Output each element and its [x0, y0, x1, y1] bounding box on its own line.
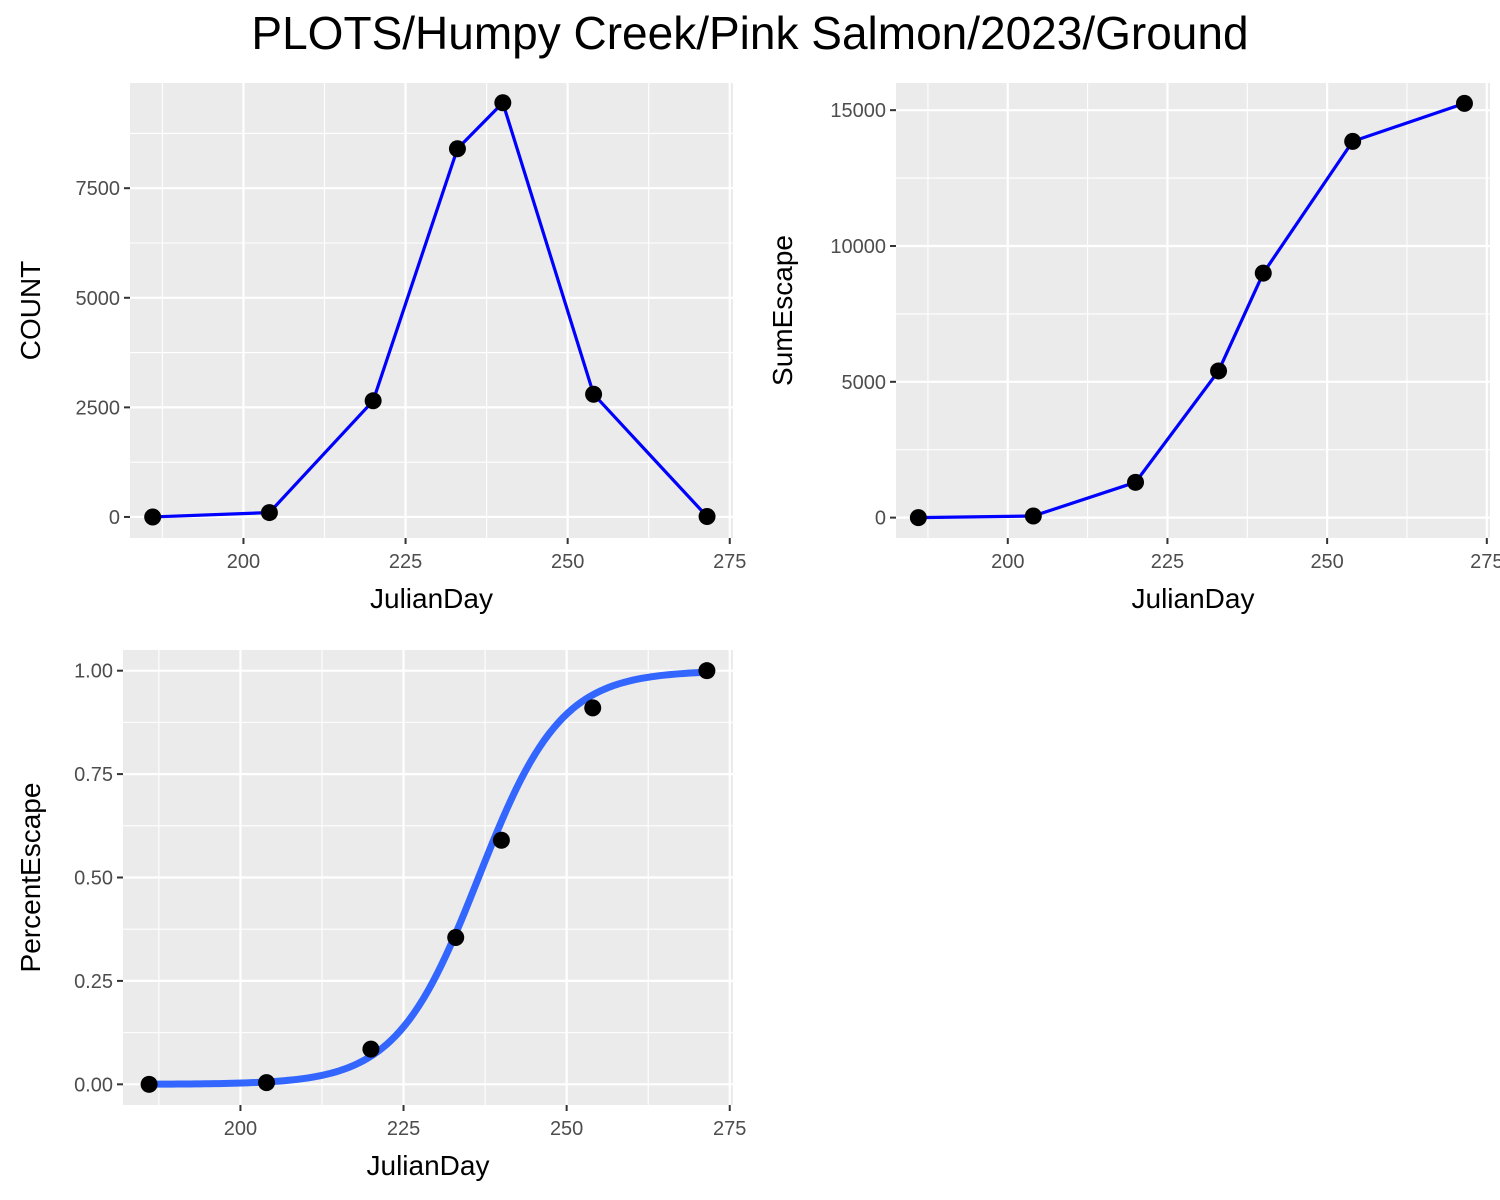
chart-panel-count: 200 225 250 275 0 2500 5000 7500 JulianDay COUNT	[15, 83, 746, 614]
data-point	[698, 508, 716, 526]
x-tick-label: 225	[1151, 551, 1184, 573]
x-tick-label: 200	[224, 1118, 257, 1140]
data-point	[909, 509, 927, 527]
x-axis-title: JulianDay	[1132, 583, 1255, 614]
x-tick-label: 275	[1470, 551, 1500, 573]
x-axis-title: JulianDay	[367, 1150, 490, 1181]
data-point	[258, 1074, 276, 1092]
x-tick-label: 250	[1310, 551, 1343, 573]
y-axis-title: COUNT	[15, 261, 46, 361]
data-point	[1210, 362, 1228, 380]
smooth-fit-line	[145, 668, 711, 1088]
y-tick-label: 0.25	[74, 971, 113, 993]
data-point	[585, 385, 603, 403]
data-point	[362, 1040, 380, 1058]
data-point	[1344, 132, 1362, 150]
y-axis-title: SumEscape	[767, 235, 798, 386]
data-point	[1254, 264, 1272, 282]
x-tick-label: 250	[550, 1118, 583, 1140]
plot-panel-background	[130, 83, 733, 538]
data-point	[492, 831, 510, 849]
x-tick-label: 225	[389, 551, 422, 573]
x-tick-label: 225	[387, 1118, 420, 1140]
y-tick-label: 0.50	[74, 868, 113, 890]
data-point	[494, 94, 512, 112]
data-point	[698, 662, 716, 680]
y-tick-label: 5000	[842, 372, 887, 394]
y-tick-label: 0	[875, 508, 886, 530]
data-point	[448, 140, 466, 158]
y-tick-label: 0.75	[74, 764, 113, 786]
data-point	[140, 1075, 158, 1093]
y-axis-title: PercentEscape	[15, 783, 46, 973]
x-tick-label: 275	[713, 551, 746, 573]
data-point	[144, 508, 162, 526]
x-axis-title: JulianDay	[370, 583, 493, 614]
y-tick-label: 0.00	[74, 1074, 113, 1096]
x-tick-label: 200	[227, 551, 260, 573]
data-point	[1455, 94, 1473, 112]
y-tick-label: 0	[109, 507, 120, 529]
y-tick-label: 10000	[830, 236, 886, 258]
y-tick-label: 2500	[76, 397, 121, 419]
data-point	[1024, 507, 1042, 525]
chart-panel-percentescape: 200 225 250 275 0.00 0.25 0.50 0.75 1.00 JulianDa…	[15, 650, 746, 1181]
chart-panel-sumescape: 200 225 250 275 0 5000 10000 15000 JulianDay SumE…	[767, 83, 1500, 614]
x-tick-label: 275	[713, 1118, 746, 1140]
data-point	[447, 928, 465, 946]
x-tick-label: 200	[991, 551, 1024, 573]
y-tick-label: 1.00	[74, 661, 113, 683]
y-tick-label: 5000	[76, 288, 121, 310]
data-point	[1127, 473, 1145, 491]
data-point	[260, 504, 278, 522]
y-tick-label: 15000	[830, 100, 886, 122]
x-tick-label: 250	[551, 551, 584, 573]
y-tick-label: 7500	[76, 178, 121, 200]
data-point	[584, 699, 602, 717]
page-title: PLOTS/Humpy Creek/Pink Salmon/2023/Groun…	[251, 7, 1249, 59]
data-point	[364, 392, 382, 410]
plot-panel-background	[896, 83, 1490, 538]
